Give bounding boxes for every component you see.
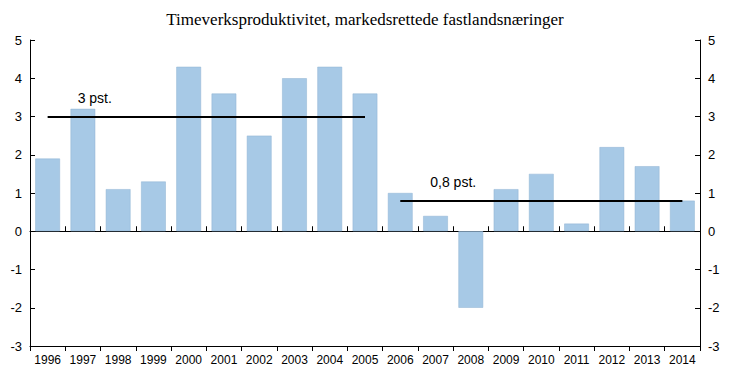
- svg-text:0,8 pst.: 0,8 pst.: [430, 174, 476, 190]
- svg-text:2013: 2013: [634, 353, 661, 367]
- svg-text:-3: -3: [10, 339, 22, 354]
- svg-text:3 pst.: 3 pst.: [78, 90, 112, 106]
- svg-text:3: 3: [15, 109, 22, 124]
- svg-text:2007: 2007: [422, 353, 449, 367]
- svg-text:2003: 2003: [281, 353, 308, 367]
- svg-text:1999: 1999: [140, 353, 167, 367]
- svg-text:0: 0: [15, 224, 22, 239]
- svg-text:5: 5: [708, 33, 715, 48]
- svg-text:2000: 2000: [175, 353, 202, 367]
- svg-text:Timeverksproduktivitet, marked: Timeverksproduktivitet, markedsrettede f…: [166, 10, 564, 29]
- svg-text:4: 4: [15, 71, 22, 86]
- svg-text:2005: 2005: [352, 353, 379, 367]
- svg-text:5: 5: [15, 33, 22, 48]
- svg-text:1996: 1996: [34, 353, 61, 367]
- svg-text:2010: 2010: [528, 353, 555, 367]
- svg-text:0: 0: [708, 224, 715, 239]
- svg-text:1: 1: [708, 186, 715, 201]
- svg-text:2011: 2011: [564, 353, 590, 367]
- svg-text:2006: 2006: [387, 353, 414, 367]
- svg-text:1: 1: [15, 186, 22, 201]
- svg-text:4: 4: [708, 71, 715, 86]
- svg-text:3: 3: [708, 109, 715, 124]
- svg-text:2004: 2004: [316, 353, 343, 367]
- svg-text:2014: 2014: [669, 353, 696, 367]
- svg-text:2008: 2008: [457, 353, 484, 367]
- svg-text:-1: -1: [708, 262, 720, 277]
- svg-text:2009: 2009: [493, 353, 520, 367]
- svg-text:1998: 1998: [105, 353, 132, 367]
- svg-text:-3: -3: [708, 339, 720, 354]
- svg-text:1997: 1997: [70, 353, 97, 367]
- svg-text:2012: 2012: [598, 353, 625, 367]
- svg-text:-2: -2: [708, 300, 720, 315]
- svg-text:-2: -2: [10, 300, 22, 315]
- svg-text:2001: 2001: [211, 353, 238, 367]
- svg-text:2: 2: [708, 147, 715, 162]
- svg-text:-1: -1: [10, 262, 22, 277]
- svg-text:2002: 2002: [246, 353, 273, 367]
- svg-text:2: 2: [15, 147, 22, 162]
